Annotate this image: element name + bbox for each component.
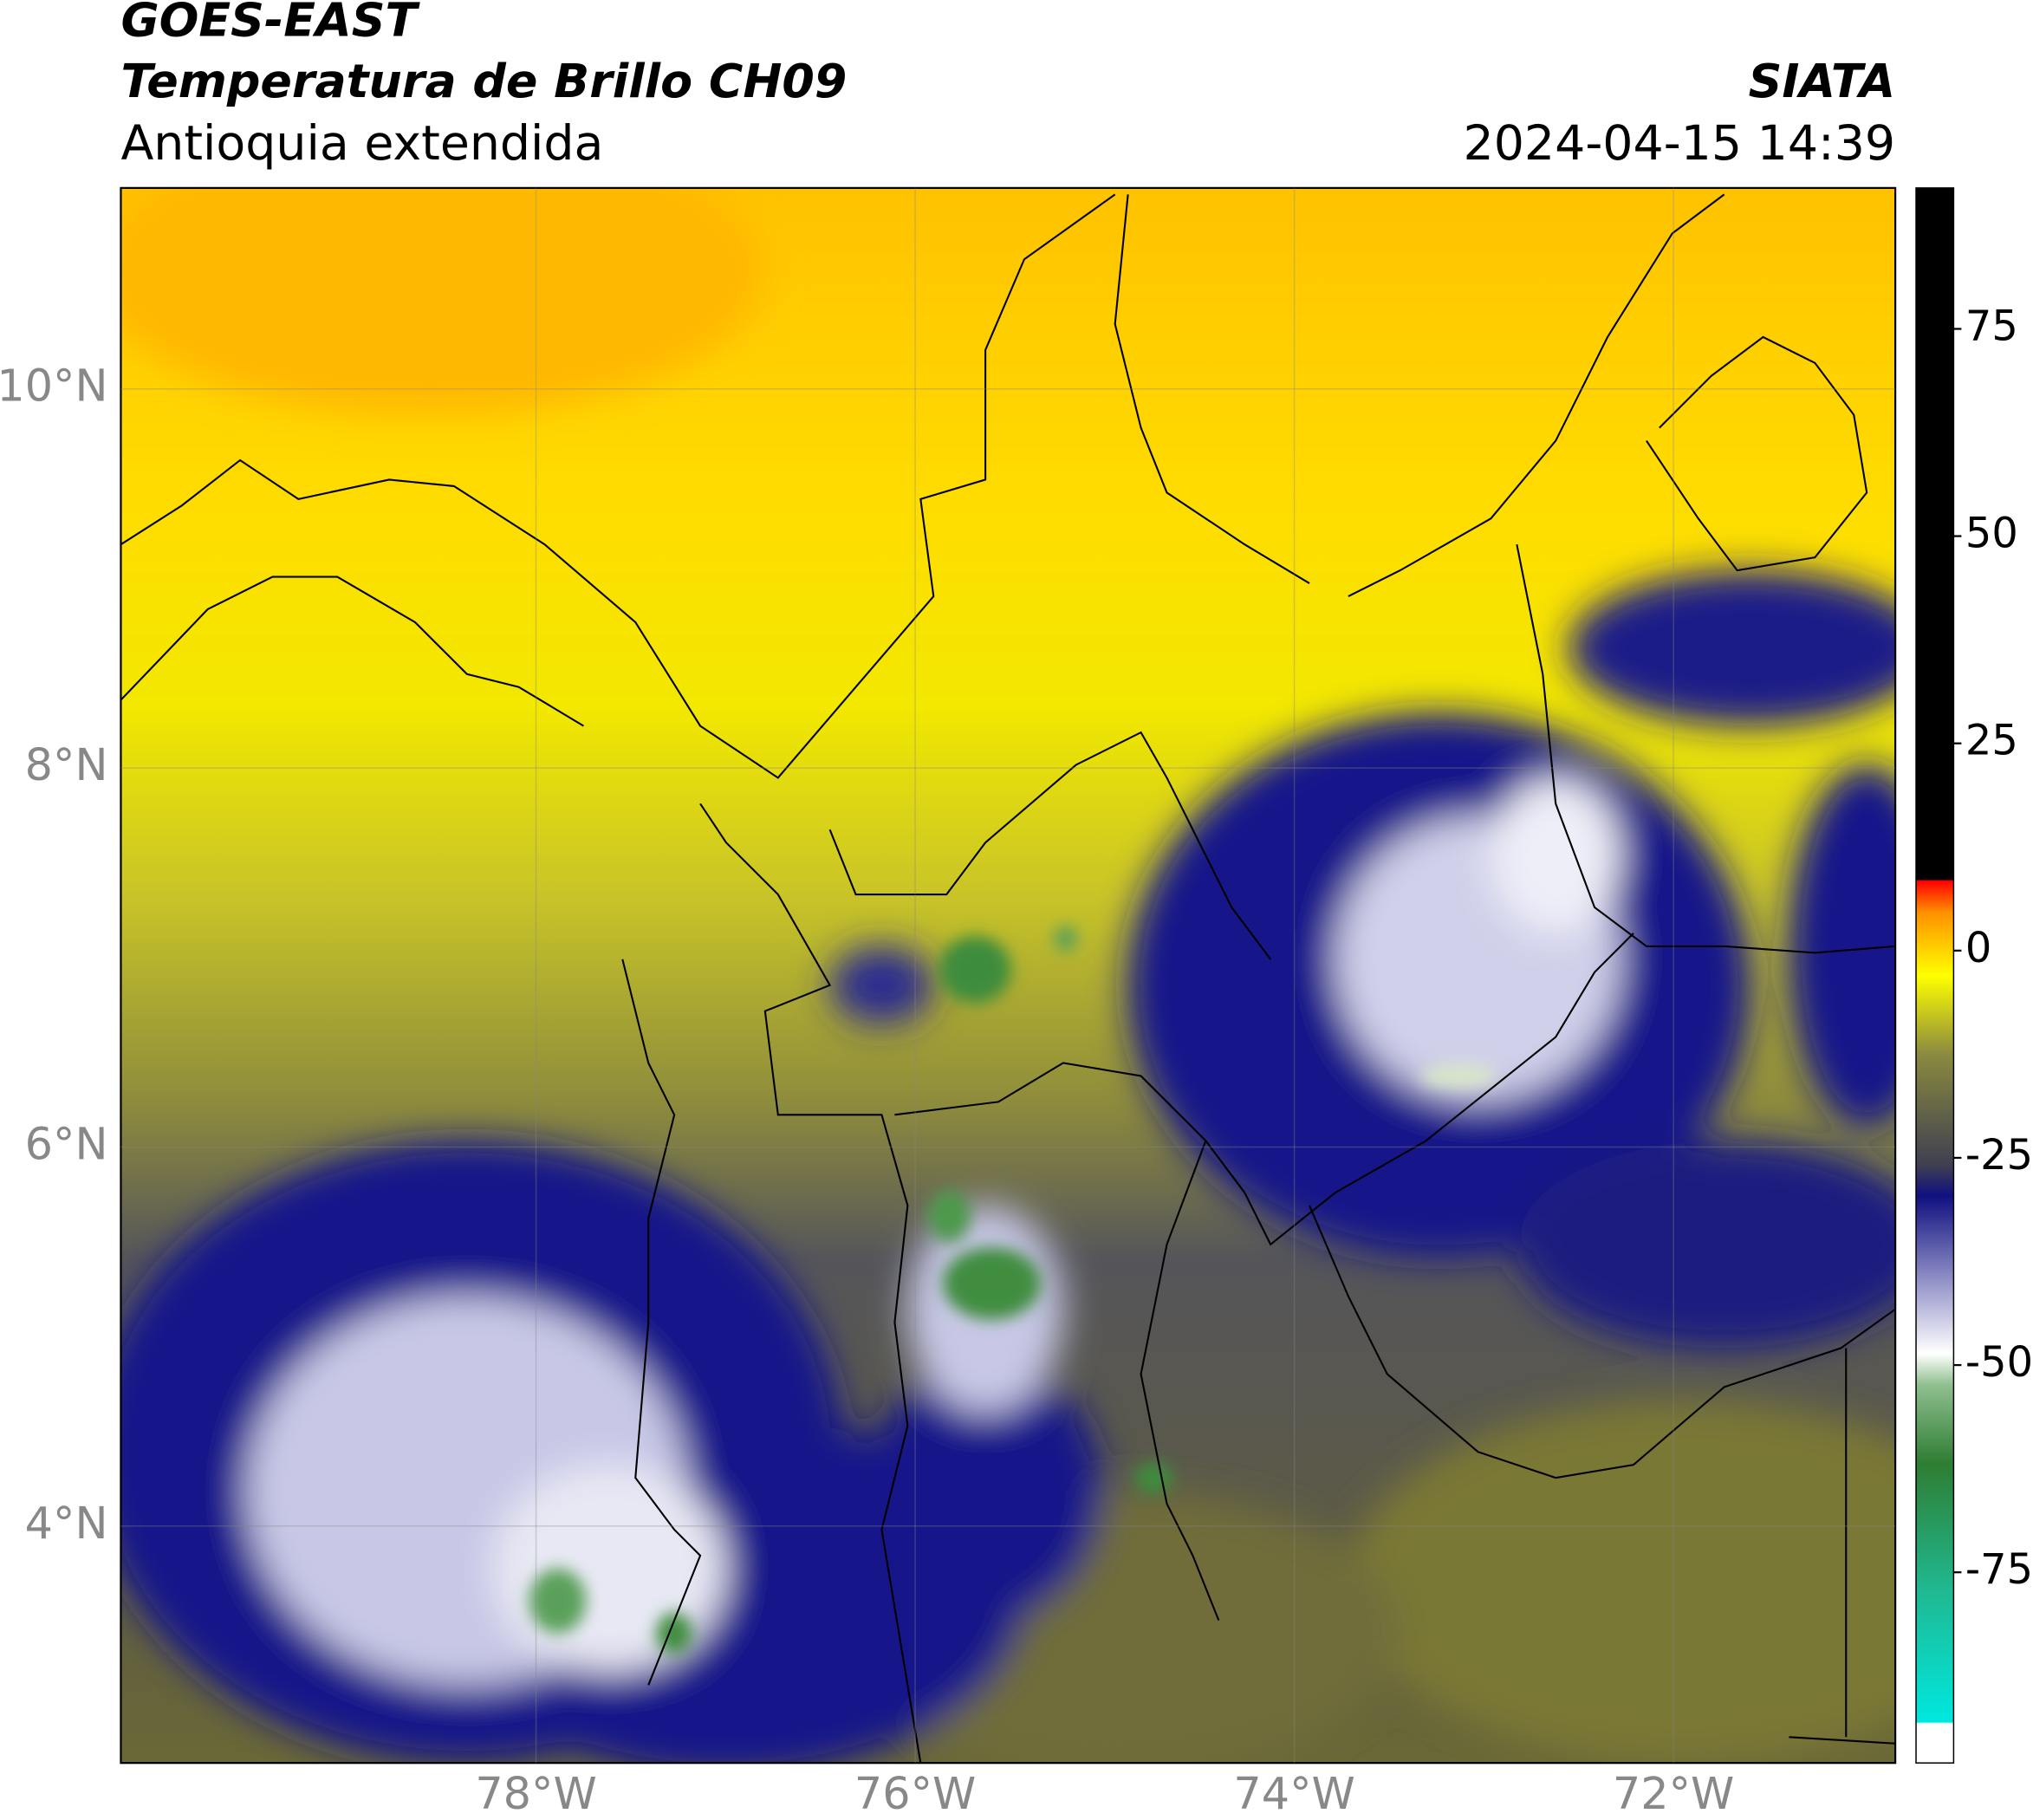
timestamp: 2024-04-15 14:39 bbox=[1464, 116, 1896, 172]
colorbar bbox=[1915, 187, 1955, 1764]
borders bbox=[120, 193, 1896, 1764]
subtitle: Temperatura de Brillo CH09 bbox=[120, 54, 847, 108]
region: Antioquia extendida bbox=[120, 116, 603, 172]
x-tick-label: 74°W bbox=[1233, 1768, 1354, 1819]
map-image bbox=[120, 187, 1896, 1764]
y-tick-label: 10°N bbox=[0, 361, 107, 412]
colorbar-tick-label: 75 bbox=[1965, 302, 2018, 350]
y-tick-label: 4°N bbox=[25, 1498, 108, 1549]
colorbar-tick-label: -50 bbox=[1965, 1339, 2033, 1387]
y-tick-label: 8°N bbox=[25, 739, 108, 790]
x-tick-label: 76°W bbox=[854, 1768, 976, 1819]
title: GOES-EAST bbox=[120, 0, 420, 48]
map-frame bbox=[120, 186, 1897, 1765]
colorbar-tick-label: -25 bbox=[1965, 1132, 2033, 1180]
source: SIATA bbox=[1749, 54, 1896, 108]
x-tick-label: 78°W bbox=[475, 1768, 596, 1819]
cold-tops bbox=[529, 925, 1497, 1654]
colorbar-tick-label: 50 bbox=[1965, 510, 2018, 558]
colorbar-tick-label: 25 bbox=[1965, 718, 2018, 765]
y-tick-label: 6°N bbox=[25, 1118, 108, 1169]
colorbar-tick-label: 0 bbox=[1965, 925, 1991, 972]
colorbar-tick-label: -75 bbox=[1965, 1546, 2033, 1594]
x-tick-label: 72°W bbox=[1613, 1768, 1734, 1819]
